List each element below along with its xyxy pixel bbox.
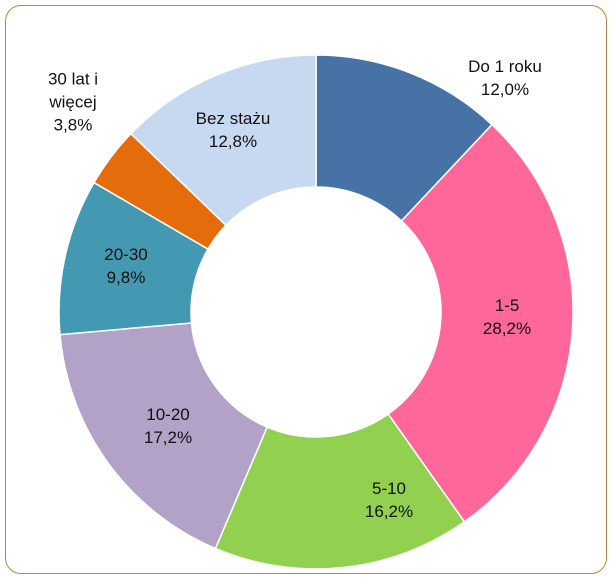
category-label: Bez stażu (195, 109, 271, 128)
data-label: Bez stażu 12,8% (173, 107, 293, 153)
category-label: 30 lat i więcej (47, 69, 99, 112)
category-label: 1-5 (494, 296, 520, 315)
category-label: 5-10 (371, 479, 407, 498)
data-label: 5-10 16,2% (329, 477, 449, 523)
data-label: 20-30 9,8% (66, 243, 186, 289)
donut-slice (214, 412, 466, 570)
data-label: Do 1 roku 12,0% (445, 55, 565, 101)
category-label: 10-20 (146, 405, 190, 424)
value-label: 9,8% (106, 268, 146, 287)
donut-slice (59, 322, 269, 550)
donut-slice (129, 54, 317, 227)
data-label: 1-5 28,2% (447, 294, 567, 340)
donut-slice (387, 123, 574, 523)
value-label: 12,0% (480, 80, 530, 99)
value-label: 28,2% (482, 319, 532, 338)
data-label: 30 lat i więcej 3,8% (33, 68, 113, 137)
value-label: 3,8% (53, 115, 93, 135)
value-label: 17,2% (143, 428, 193, 447)
value-label: 12,8% (208, 132, 258, 151)
data-label: 10-20 17,2% (108, 403, 228, 449)
value-label: 16,2% (364, 502, 414, 521)
category-label: 20-30 (104, 245, 148, 264)
category-label: Do 1 roku (468, 57, 542, 76)
